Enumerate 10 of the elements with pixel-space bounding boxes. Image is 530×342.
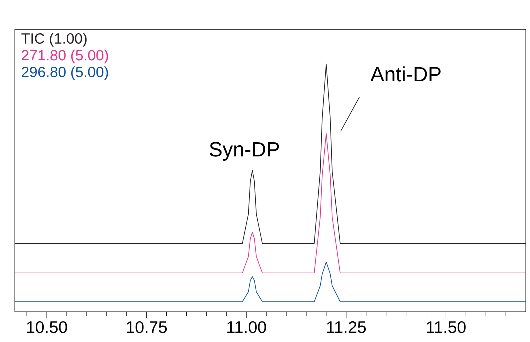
x-tick-label: 11.50 [427,322,466,334]
annotation: Anti-DP [370,66,441,82]
text: 271.80 (5.00) [22,50,108,64]
x-tick-label: 10.75 [127,322,168,334]
x-tick-label: 11.00 [228,322,266,334]
x-tick-label: 10.50 [27,322,68,334]
text: TIC (1.00) [22,33,87,48]
text: 296.80 (5.00) [22,66,108,81]
annotation: Syn-DP [210,142,280,162]
x-tick-label: 11.25 [327,322,366,334]
